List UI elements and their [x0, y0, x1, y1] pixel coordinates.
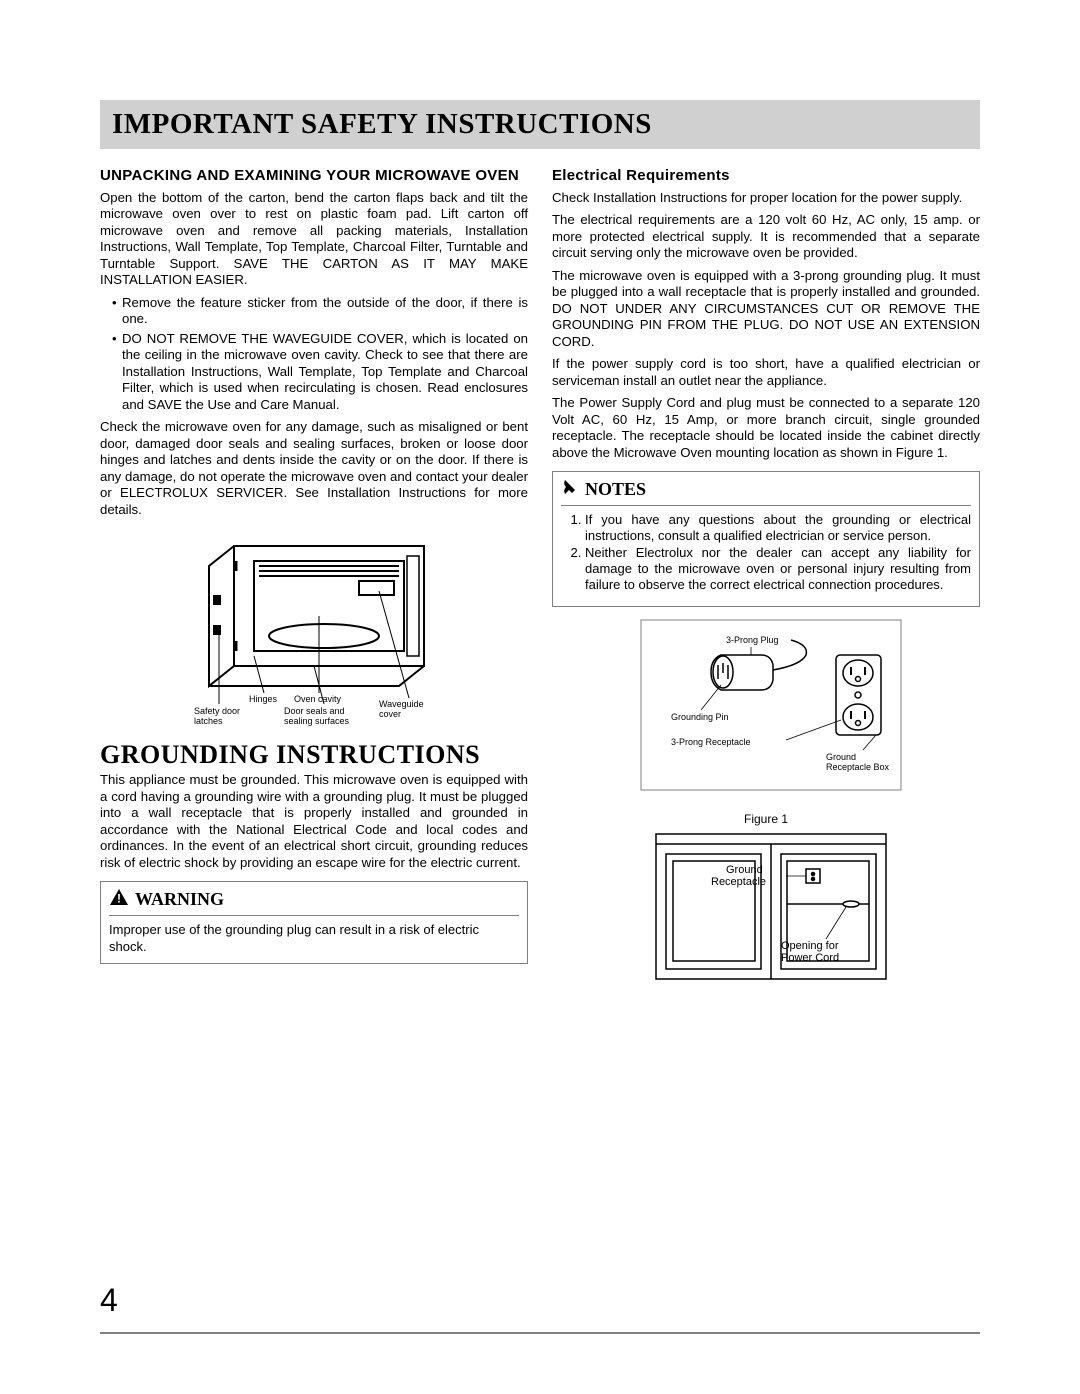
left-column: UNPACKING AND EXAMINING YOUR MICROWAVE O… — [100, 167, 528, 1003]
svg-text:!: ! — [117, 892, 121, 906]
label-figure1: Figure 1 — [744, 812, 788, 826]
warning-box: ! WARNING Improper use of the grounding … — [100, 881, 528, 964]
plug-diagram: 3-Prong Plug Grounding Pin 3-Prong Recep… — [552, 615, 980, 795]
note-item: Neither Electrolux nor the dealer can ac… — [585, 545, 971, 592]
microwave-diagram: Oven cavity Hinges Waveguidecover Safety… — [100, 526, 528, 726]
warning-body: Improper use of the grounding plug can r… — [109, 922, 519, 955]
page: IMPORTANT SAFETY INSTRUCTIONS UNPACKING … — [0, 0, 1080, 1043]
title-bar: IMPORTANT SAFETY INSTRUCTIONS — [100, 100, 980, 149]
grounding-title: GROUNDING INSTRUCTIONS — [100, 740, 528, 770]
svg-text:Safety doorlatches: Safety doorlatches — [194, 706, 240, 726]
electrical-p1: Check Installation Instructions for prop… — [552, 190, 980, 207]
figure-1: Figure 1 — [552, 809, 980, 989]
notes-box: NOTES If you have any questions about th… — [552, 471, 980, 607]
svg-text:GroundReceptacle Box: GroundReceptacle Box — [826, 752, 890, 772]
right-column: Electrical Requirements Check Installati… — [552, 167, 980, 1003]
notes-head: NOTES — [561, 478, 971, 506]
label-oven-cavity: Oven cavity — [294, 694, 342, 704]
svg-text:GroundReceptacle: GroundReceptacle — [711, 864, 766, 888]
grounding-p1: This appliance must be grounded. This mi… — [100, 772, 528, 871]
electrical-p5: The Power Supply Cord and plug must be c… — [552, 395, 980, 461]
electrical-heading: Electrical Requirements — [552, 167, 980, 186]
label-pin: Grounding Pin — [671, 712, 729, 722]
electrical-p4: If the power supply cord is too short, h… — [552, 356, 980, 389]
label-receptacle: 3-Prong Receptacle — [671, 737, 751, 747]
svg-text:Door seals andsealing surfaces: Door seals andsealing surfaces — [284, 706, 350, 726]
content-columns: UNPACKING AND EXAMINING YOUR MICROWAVE O… — [100, 167, 980, 1003]
page-title: IMPORTANT SAFETY INSTRUCTIONS — [112, 108, 968, 141]
electrical-p3: The microwave oven is equipped with a 3-… — [552, 268, 980, 351]
svg-text:Waveguidecover: Waveguidecover — [379, 699, 424, 719]
notes-list: If you have any questions about the grou… — [561, 512, 971, 592]
warning-icon: ! — [109, 888, 129, 911]
electrical-p2: The electrical requirements are a 120 vo… — [552, 212, 980, 262]
page-number: 4 — [100, 1282, 118, 1319]
warning-head: ! WARNING — [109, 888, 519, 916]
label-hinges: Hinges — [249, 694, 278, 704]
note-item: If you have any questions about the grou… — [585, 512, 971, 543]
bullet-item: Remove the feature sticker from the outs… — [112, 295, 528, 328]
unpacking-p2: Check the microwave oven for any damage,… — [100, 419, 528, 518]
bullet-item: DO NOT REMOVE THE WAVEGUIDE COVER, which… — [112, 331, 528, 414]
unpacking-heading: UNPACKING AND EXAMINING YOUR MICROWAVE O… — [100, 167, 528, 186]
unpacking-bullets: Remove the feature sticker from the outs… — [100, 295, 528, 414]
svg-text:Opening forPower Cord: Opening forPower Cord — [781, 940, 839, 964]
footer-rule — [100, 1332, 980, 1334]
label-plug: 3-Prong Plug — [726, 635, 779, 645]
notes-icon — [561, 478, 579, 501]
warning-label: WARNING — [135, 889, 224, 910]
unpacking-p1: Open the bottom of the carton, bend the … — [100, 190, 528, 289]
notes-label: NOTES — [585, 479, 646, 500]
